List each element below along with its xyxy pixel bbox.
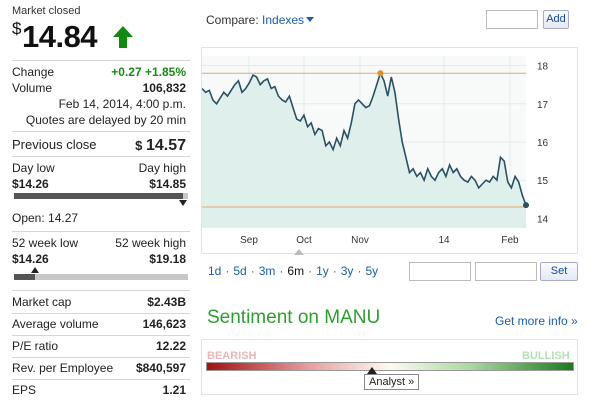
range-6m[interactable]: 6m	[287, 264, 305, 278]
stat-row: Rev. per Employee $840,597	[12, 361, 186, 375]
y-tick-label: 14	[537, 214, 549, 225]
previous-close-value: $ 14.57	[135, 137, 186, 154]
chevron-down-icon	[306, 17, 315, 22]
x-tick-label: 14	[438, 235, 450, 246]
high-marker	[377, 70, 384, 77]
price-chart[interactable]: 18 17 16 15 14 Sep Oct Nov 14 Feb	[201, 47, 578, 255]
stat-row: EPS 1.21	[12, 383, 186, 397]
divider	[12, 379, 190, 380]
start-date-input[interactable]	[409, 262, 471, 281]
divider	[12, 335, 190, 336]
day-range-bar	[14, 193, 188, 199]
wk52-low-value: $14.26	[12, 252, 49, 266]
volume-value: 106,832	[142, 81, 186, 95]
divider	[12, 290, 190, 291]
stat-row: P/E ratio 12.22	[12, 339, 186, 353]
wk52-range-fill	[14, 274, 35, 280]
bearish-label: BEARISH	[207, 350, 257, 362]
set-range-button[interactable]: Set	[540, 262, 578, 281]
x-tick-label: Sep	[240, 235, 258, 246]
wk52-low-label: 52 week low	[12, 236, 79, 250]
volume-label: Volume	[12, 81, 53, 95]
get-more-info-link[interactable]: Get more info »	[495, 314, 578, 328]
previous-close-row: Previous close $ 14.57	[12, 137, 186, 155]
range-separator: ·	[250, 264, 255, 278]
price-line	[202, 71, 527, 206]
market-status: Market closed	[12, 5, 81, 17]
currency-symbol: $	[12, 19, 21, 38]
compare-symbol-input[interactable]	[486, 10, 538, 29]
divider	[12, 131, 190, 132]
stat-row: Average volume 146,623	[12, 317, 186, 331]
day-high-value: $14.85	[149, 177, 186, 191]
compare-label: Compare:	[206, 13, 259, 27]
add-compare-button[interactable]: Add	[543, 10, 569, 29]
wk52-range-values: $14.26 $19.18	[12, 252, 186, 266]
open-row: Open: 14.27	[12, 211, 186, 225]
previous-close-label: Previous close	[12, 137, 97, 152]
change-row: Change +0.27 +1.85%	[12, 65, 186, 79]
wk52-range-labels: 52 week low 52 week high	[12, 236, 186, 250]
sentiment-gauge	[206, 362, 574, 371]
price-area	[202, 73, 526, 228]
x-tick-label: Nov	[351, 235, 369, 246]
range-3m[interactable]: 3m	[258, 264, 276, 278]
range-handle-icon	[294, 249, 304, 255]
day-low-value: $14.26	[12, 177, 49, 191]
divider	[12, 156, 190, 157]
open-value: Open: 14.27	[12, 211, 79, 225]
last-marker	[523, 202, 529, 209]
sentiment-title: Sentiment on MANU	[207, 307, 381, 328]
range-1y[interactable]: 1y	[316, 264, 329, 278]
wk52-high-label: 52 week high	[115, 236, 186, 250]
change-value: +0.27 +1.85%	[111, 65, 186, 79]
range-separator: ·	[279, 264, 284, 278]
last-price: $14.84	[12, 19, 98, 55]
up-arrow-icon	[113, 26, 133, 48]
sentiment-panel	[201, 339, 578, 395]
quote-timestamp: Feb 14, 2014, 4:00 p.m.	[58, 97, 186, 111]
divider	[12, 313, 190, 314]
divider	[12, 231, 190, 232]
x-tick-label: Oct	[296, 235, 312, 246]
day-range-fill	[14, 193, 183, 199]
day-range-marker	[178, 200, 187, 206]
y-tick-label: 18	[537, 62, 549, 73]
price-value: 14.84	[21, 19, 98, 54]
compare-dropdown[interactable]: Indexes	[262, 13, 315, 27]
bullish-label: BULLISH	[522, 350, 570, 362]
range-5d[interactable]: 5d	[233, 264, 247, 278]
y-tick-label: 17	[537, 100, 549, 111]
range-5y[interactable]: 5y	[365, 264, 379, 278]
x-tick-label: Feb	[501, 235, 519, 246]
wk52-high-value: $19.18	[149, 252, 186, 266]
day-high-label: Day high	[138, 161, 186, 175]
range-3y[interactable]: 3y	[340, 264, 354, 278]
range-separator: ·	[225, 264, 230, 278]
sentiment-marker	[366, 367, 377, 374]
range-1d[interactable]: 1d	[208, 264, 222, 278]
day-low-label: Day low	[12, 161, 55, 175]
divider	[12, 60, 190, 61]
range-separator: ·	[357, 264, 362, 278]
analyst-button[interactable]: Analyst »	[364, 374, 420, 390]
delay-note: Quotes are delayed by 20 min	[25, 113, 186, 127]
time-range-selector: 1d · 5d · 3m · 6m · 1y · 3y · 5y	[208, 264, 382, 278]
volume-row: Volume 106,832	[12, 81, 186, 95]
divider	[12, 357, 190, 358]
day-range-values: $14.26 $14.85	[12, 177, 186, 191]
stat-row: Market cap $2.43B	[12, 295, 186, 309]
day-range-labels: Day low Day high	[12, 161, 186, 175]
range-separator: ·	[308, 264, 313, 278]
compare-control: Compare: Indexes	[206, 13, 315, 27]
wk52-range-marker	[30, 267, 39, 273]
end-date-input[interactable]	[475, 262, 537, 281]
y-tick-label: 15	[537, 176, 549, 187]
y-tick-label: 16	[537, 138, 549, 149]
change-label: Change	[12, 65, 55, 79]
price-chart-svg: 18 17 16 15 14 Sep Oct Nov 14 Feb	[202, 56, 549, 255]
range-separator: ·	[332, 264, 337, 278]
wk52-range-bar	[14, 274, 188, 280]
